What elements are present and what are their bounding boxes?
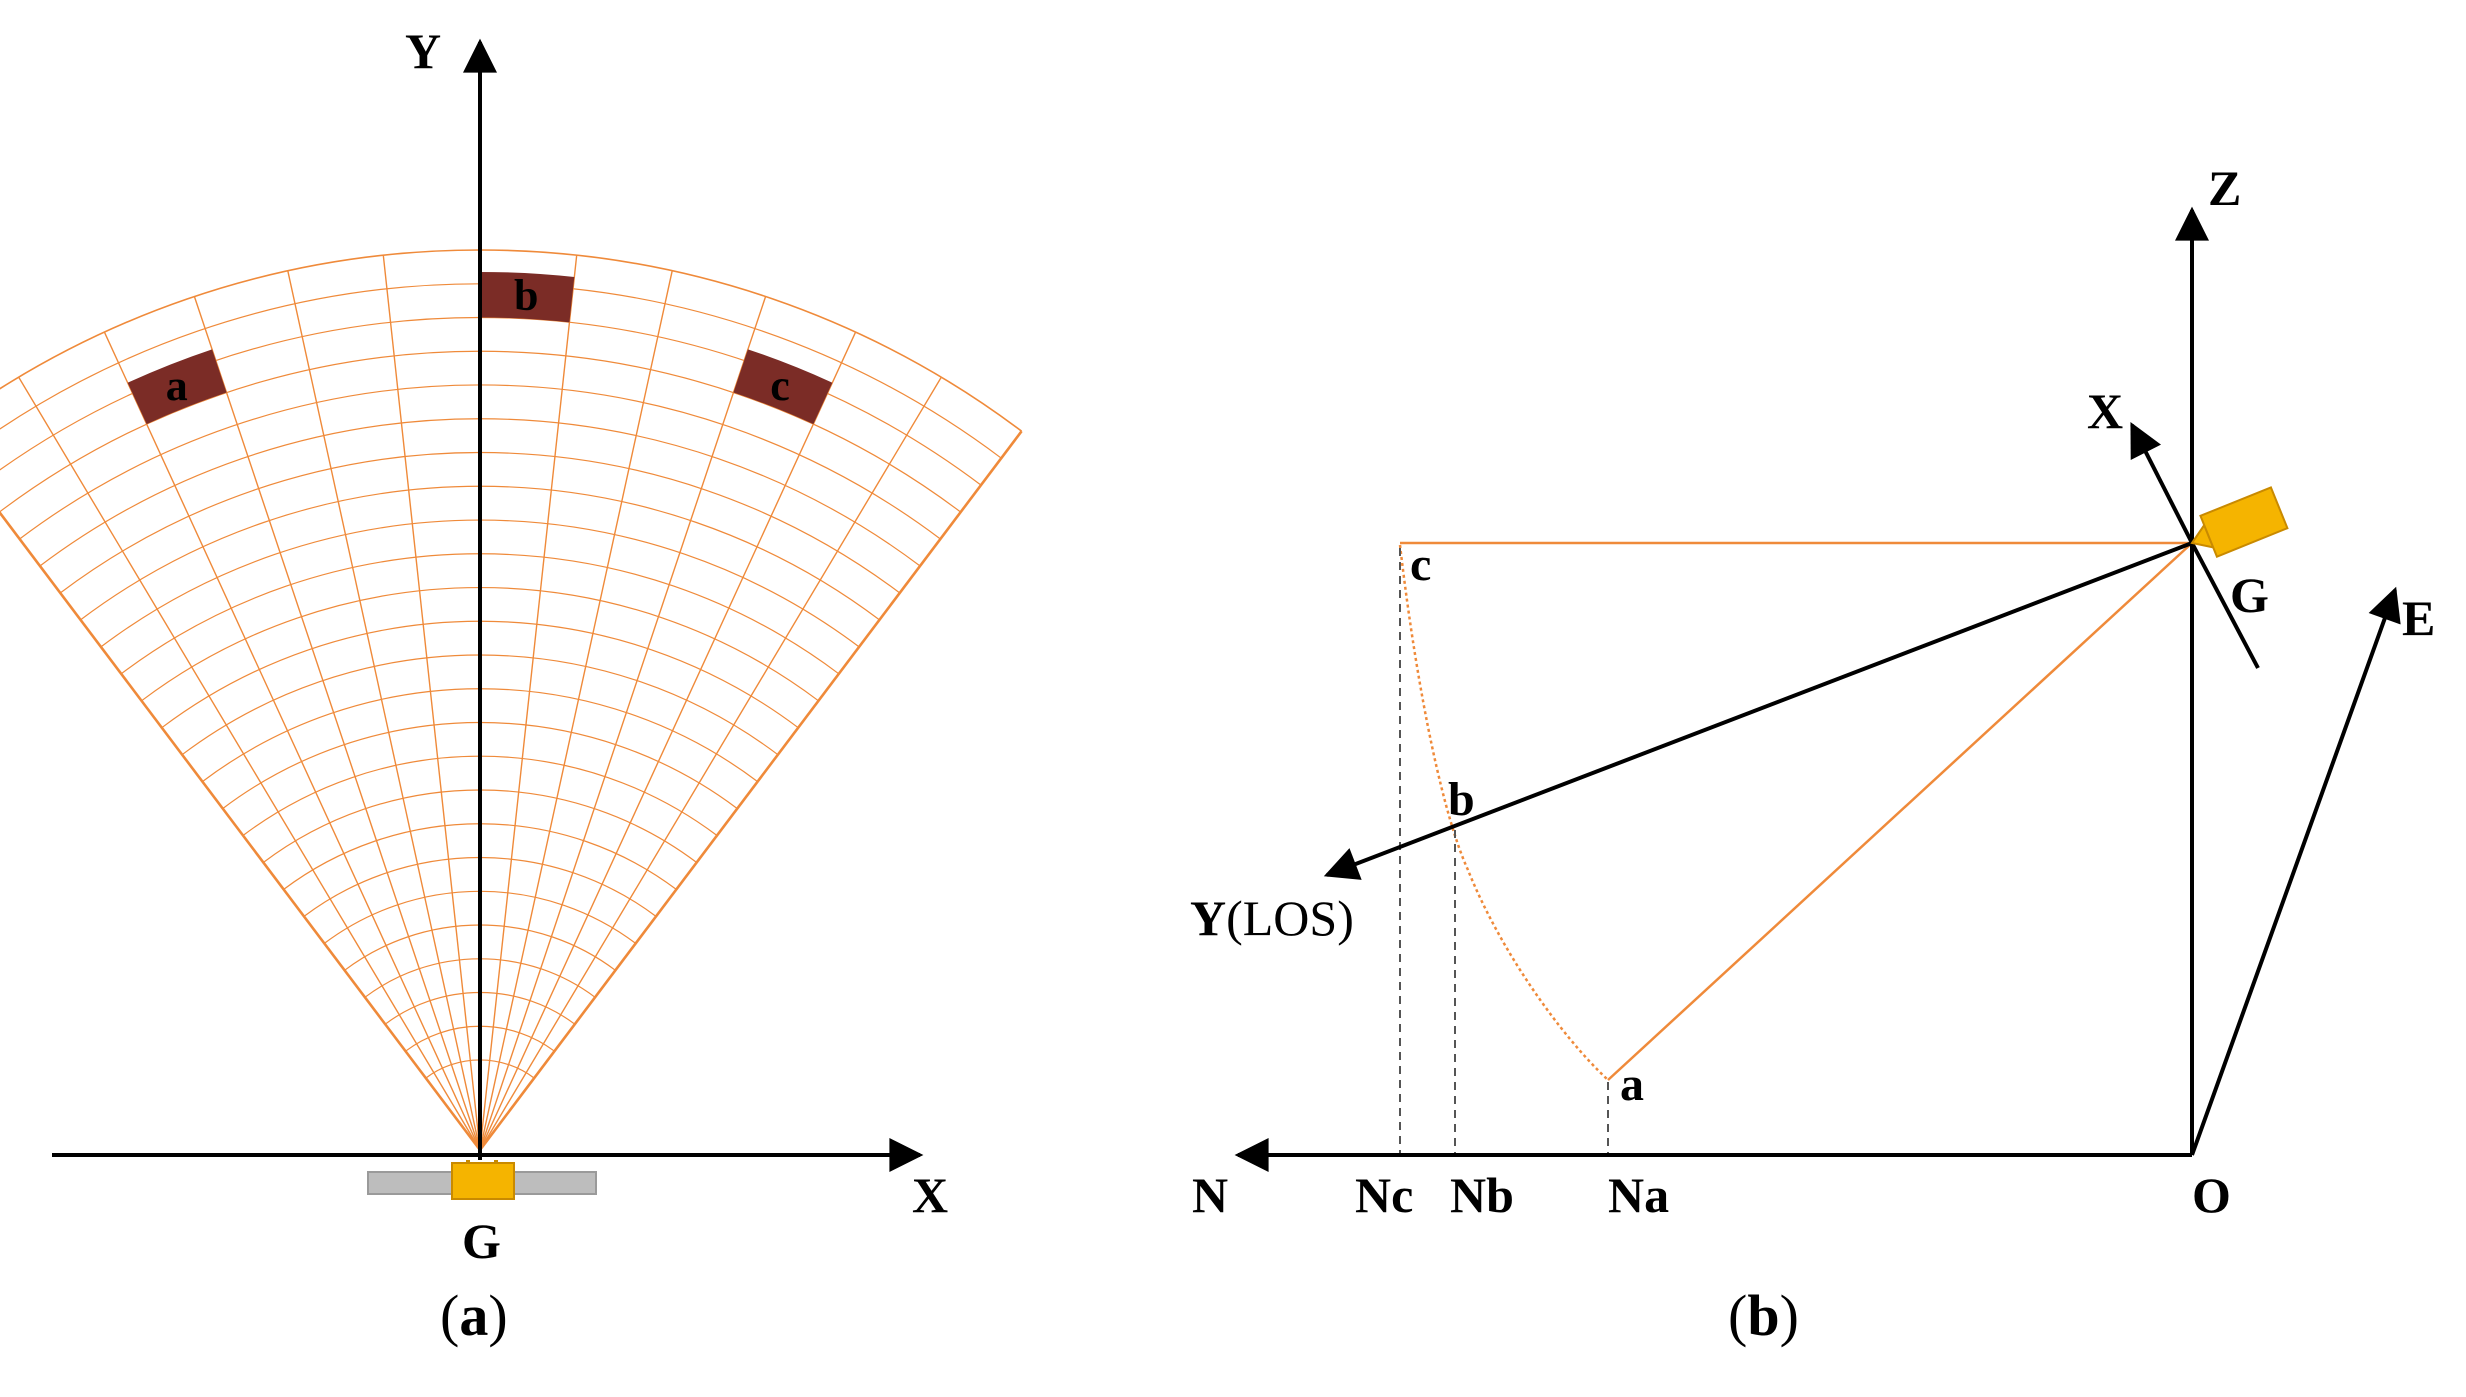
sensor-rect-icon [451,1162,515,1200]
fan-ray [382,255,481,1151]
ground-label-nc: Nc [1355,1167,1413,1223]
los-label-bold: Y [1190,890,1226,946]
panel-b: Z X G E N O c b a Nc Nb Na Y(LOS) (b) [1190,160,2435,1348]
fan-ray [287,270,481,1151]
point-label-c: c [1410,538,1431,591]
sensor-label-a: G [462,1213,501,1269]
point-label-b: b [1448,773,1475,826]
axis-x-label-a: X [912,1167,948,1223]
origin-label: O [2192,1167,2231,1223]
axis-x-tilt-tail [2190,542,2260,669]
cell-label: b [514,271,538,320]
caption-a: (a) [440,1283,508,1348]
ground-label-nb: Nb [1450,1167,1514,1223]
line-a-g [1607,542,2193,1081]
fan-ray [193,296,481,1151]
caption-b: (b) [1728,1283,1799,1348]
fan-ray [479,331,857,1151]
axis-n-label: N [1192,1167,1228,1223]
fan-ray [478,430,1023,1151]
highlight-cells: a b c [127,271,833,425]
axis-e-label: E [2402,590,2435,646]
camera-box-icon [2190,486,2289,558]
axis-z-label: Z [2208,160,2241,216]
arc-c-b-a [1398,544,1609,1081]
los-label: Y(LOS) [1190,890,1354,946]
los-label-plain: (LOS) [1226,890,1354,946]
fan-ray [479,255,578,1151]
fan-ray [479,376,942,1151]
panel-a: a b c Y X G (a) [0,23,1023,1348]
ground-label-na: Na [1608,1167,1669,1223]
sensor-label-b: G [2230,567,2269,623]
axis-e [2190,586,2401,1156]
fan-ray [18,376,481,1151]
fan-ray [479,270,673,1151]
highlight-cell [127,349,227,425]
highlight-cell [480,271,575,323]
fan-ray [479,296,767,1151]
highlight-cell [733,349,833,425]
cell-label: c [770,361,790,410]
axis-x-label-b: X [2087,383,2123,439]
fan-ray [103,331,481,1151]
point-label-a: a [1620,1058,1644,1111]
cell-label: a [166,361,188,410]
axis-y-label-a: Y [405,23,441,79]
axis-x-tilt [2130,421,2194,544]
axis-los [1323,541,2193,880]
fan-ray [0,510,482,1151]
